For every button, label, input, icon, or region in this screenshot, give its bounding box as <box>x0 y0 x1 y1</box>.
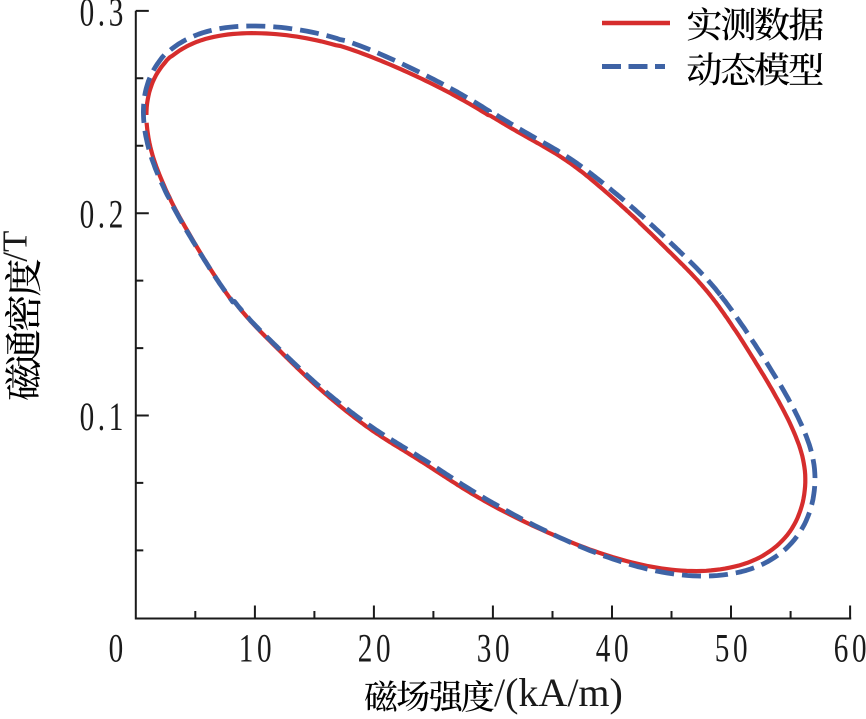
svg-text:/T: /T <box>0 231 35 262</box>
svg-text:10: 10 <box>239 626 275 671</box>
svg-text:0: 0 <box>109 626 127 671</box>
svg-text:40: 40 <box>596 626 632 671</box>
svg-text:60: 60 <box>834 626 866 671</box>
svg-text:0.1: 0.1 <box>80 395 127 440</box>
svg-text:50: 50 <box>715 626 751 671</box>
svg-text:0.2: 0.2 <box>80 192 127 237</box>
svg-text:30: 30 <box>477 626 513 671</box>
svg-text:/(kA/m): /(kA/m) <box>494 670 623 715</box>
svg-text:20: 20 <box>358 626 394 671</box>
svg-text:0.3: 0.3 <box>80 0 127 35</box>
